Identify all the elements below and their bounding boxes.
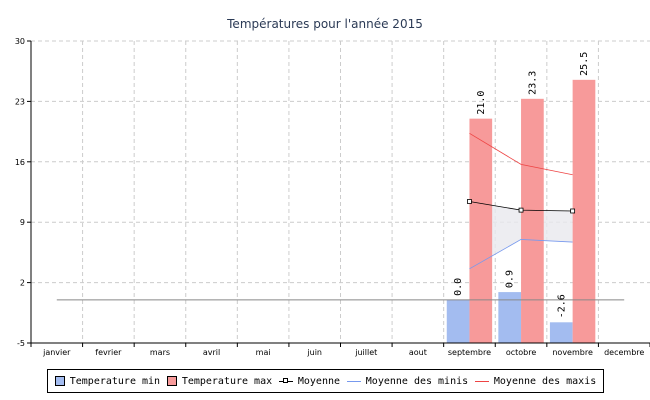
legend-line-moyenne-minis <box>346 377 361 385</box>
x-tick-label: fevrier <box>95 348 122 357</box>
x-tick-label: septembre <box>448 348 491 357</box>
legend-label: Temperature max <box>181 375 273 387</box>
y-tick-label: -5 <box>17 339 25 348</box>
line-moyenne-des-minis <box>469 239 573 270</box>
legend-item-moyenne-des-maxis: Moyenne des maxis <box>474 375 597 387</box>
bar-temperature-max <box>572 79 596 343</box>
legend-item-moyenne: Moyenne <box>278 375 341 387</box>
line-moyenne-marker <box>467 199 472 204</box>
chart-title: Températures pour l'année 2015 <box>226 17 423 31</box>
legend-line-moyenne-maxis <box>474 377 489 385</box>
y-tick-label: 30 <box>15 37 25 46</box>
grid <box>31 40 650 344</box>
data-label-max: 23.3 <box>527 71 538 95</box>
x-tick-label: novembre <box>552 348 593 357</box>
legend-swatch-max <box>166 376 177 386</box>
data-label-min: 0.0 <box>453 278 464 296</box>
legend-label: Moyenne <box>297 375 341 387</box>
x-tick-label: decembre <box>604 348 644 357</box>
bars <box>446 79 596 344</box>
bar-temperature-min <box>446 299 470 343</box>
legend-label: Temperature min <box>69 375 161 387</box>
x-tick-label: mai <box>256 348 271 357</box>
x-tick-label: octobre <box>506 348 537 357</box>
y-tick-label: 9 <box>20 218 25 227</box>
bar-temperature-max <box>521 98 544 343</box>
data-label-min: 0.9 <box>505 270 516 288</box>
legend: Temperature min Temperature max Moyenne … <box>47 369 604 393</box>
x-tick-label: juillet <box>354 348 377 357</box>
bar-temperature-min <box>498 292 522 343</box>
x-tick-label: janvier <box>42 348 71 357</box>
data-label-max: 21.0 <box>476 91 487 115</box>
legend-line-moyenne <box>278 377 293 385</box>
axes: -5 2 9 16 23 30 janvier fevrier mars avril mai juin… <box>15 37 650 357</box>
bar-temperature-min <box>549 322 573 343</box>
x-tick-label: juin <box>306 348 322 357</box>
legend-item-temperature-max: Temperature max <box>166 375 273 387</box>
line-moyenne-marker <box>518 207 524 213</box>
data-labels: 0.0 0.9 -2.6 21.0 23.3 25.5 <box>453 52 590 319</box>
line-moyenne-marker <box>570 208 576 214</box>
legend-label: Moyenne des maxis <box>493 375 597 387</box>
legend-swatch-min <box>54 376 65 386</box>
y-tick-label: 16 <box>15 158 25 167</box>
legend-item-moyenne-des-minis: Moyenne des minis <box>346 375 469 387</box>
legend-item-temperature-min: Temperature min <box>54 375 161 387</box>
y-tick-label: 2 <box>20 279 25 288</box>
y-tick-label: 23 <box>15 97 25 106</box>
lines <box>56 132 625 301</box>
x-tick-label: avril <box>203 348 220 357</box>
legend-label: Moyenne des minis <box>365 375 469 387</box>
line-moyenne-des-maxis <box>469 132 573 176</box>
bar-temperature-max <box>469 118 493 344</box>
data-label-min: -2.6 <box>556 294 567 318</box>
x-tick-label: aout <box>409 348 427 357</box>
data-label-max: 25.5 <box>579 52 590 76</box>
x-tick-label: mars <box>150 348 170 357</box>
